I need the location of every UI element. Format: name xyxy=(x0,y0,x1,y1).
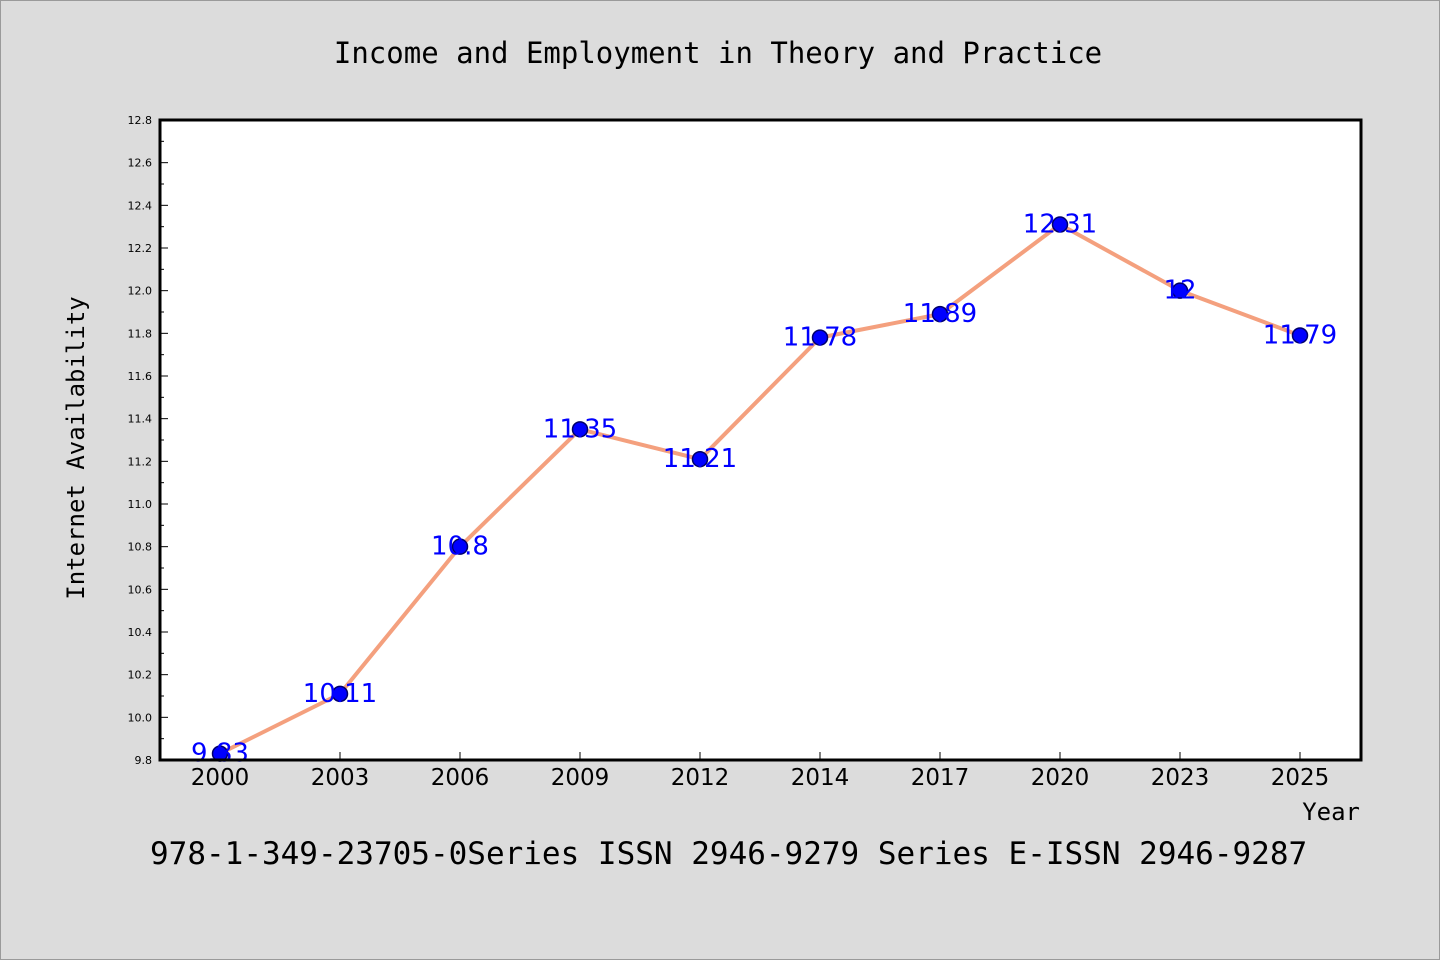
data-point-marker xyxy=(1171,282,1189,299)
y-tick-label: 10.0 xyxy=(128,711,153,724)
x-axis-label: Year xyxy=(1302,798,1360,826)
y-tick-label: 10.6 xyxy=(128,583,153,596)
y-tick-label: 12.4 xyxy=(128,199,153,212)
data-label: 12 xyxy=(1163,276,1196,306)
y-tick-label: 11.2 xyxy=(128,455,153,468)
y-tick-label: 9.8 xyxy=(135,754,153,767)
x-tick-label: 2020 xyxy=(1031,765,1090,791)
data-point-marker xyxy=(931,305,949,323)
y-tick-label: 10.8 xyxy=(128,541,153,554)
y-tick-label: 11.6 xyxy=(128,370,153,383)
data-label: 10.8 xyxy=(431,532,489,562)
x-tick-label: 2023 xyxy=(1151,765,1210,791)
plot-border xyxy=(158,118,1363,762)
y-axis-label: Internet Availability xyxy=(62,296,90,599)
data-point-marker xyxy=(331,685,349,703)
x-tick-label: 2025 xyxy=(1271,765,1330,791)
data-point-marker xyxy=(451,538,469,555)
data-point-marker xyxy=(1051,216,1069,233)
x-tick-label: 2009 xyxy=(551,765,610,791)
x-tick-label: 2003 xyxy=(311,765,370,791)
y-tick-label: 12.8 xyxy=(128,114,153,127)
y-tick-label: 10.2 xyxy=(128,669,153,682)
data-label: 11.21 xyxy=(663,444,737,474)
data-point-marker xyxy=(811,329,829,346)
footer-isbn-text: 978-1-349-23705-0Series ISSN 2946-9279 S… xyxy=(150,836,1307,872)
y-tick-label: 12.0 xyxy=(128,285,153,298)
series-layer: 9.83 10.11 10.8 11.35 11.21 11.78 11.89 12.31 12… xyxy=(191,210,1337,769)
x-tick-label: 2000 xyxy=(191,765,250,791)
data-label: 11.89 xyxy=(903,299,977,329)
plot-area xyxy=(160,120,1361,760)
y-tick-label: 10.4 xyxy=(128,626,153,639)
series-line xyxy=(218,222,1302,756)
y-tick-label: 12.6 xyxy=(128,157,153,170)
y-tick-label: 12.2 xyxy=(128,242,153,255)
data-label: 11.35 xyxy=(543,414,617,444)
y-tick-label: 11.0 xyxy=(128,498,153,511)
data-point-marker xyxy=(1291,327,1309,344)
data-label: 10.11 xyxy=(303,679,377,709)
y-tick-label: 11.4 xyxy=(128,413,153,426)
chart-title: Income and Employment in Theory and Prac… xyxy=(334,36,1102,70)
y-axis: 9.8 10.0 10.2 10.4 10.6 10.8 11.0 11.2 11.4 11.6 1… xyxy=(128,114,168,767)
x-axis: 2000 2003 2006 2009 2012 2014 2017 2020 2023 2025 xyxy=(191,752,1330,791)
x-tick-label: 2006 xyxy=(431,765,490,791)
data-label: 9.83 xyxy=(191,739,249,769)
x-tick-label: 2017 xyxy=(911,765,970,791)
x-tick-label: 2014 xyxy=(791,765,850,791)
data-label: 11.79 xyxy=(1263,320,1337,350)
data-label: 11.78 xyxy=(783,323,857,353)
y-tick-label: 11.8 xyxy=(128,327,153,340)
data-point-marker xyxy=(691,450,709,468)
data-label: 12.31 xyxy=(1023,210,1097,240)
x-tick-label: 2012 xyxy=(671,765,730,791)
data-point-marker xyxy=(571,421,589,438)
